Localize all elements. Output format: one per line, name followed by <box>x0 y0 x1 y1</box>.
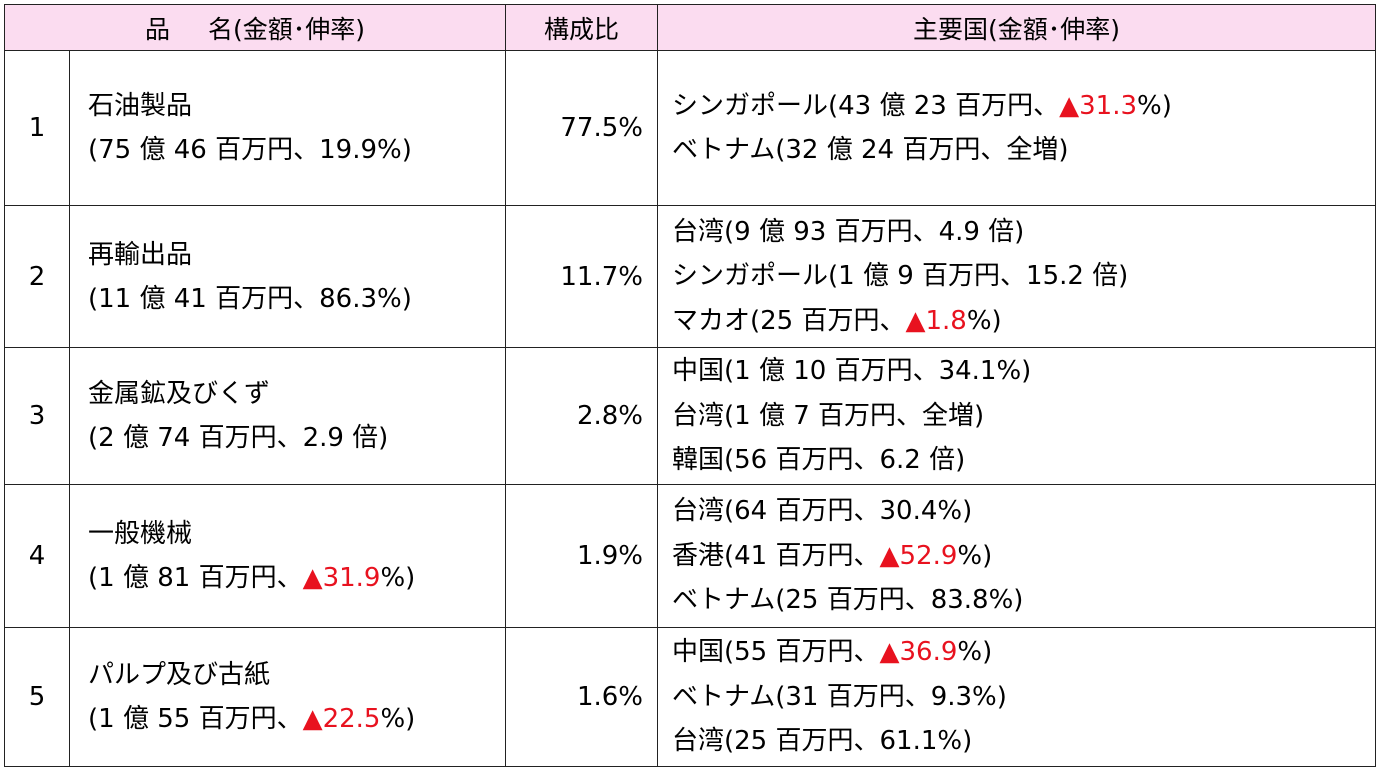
country-entry: 台湾(1 億 7 百万円、全増) <box>672 394 1375 439</box>
country-text: 香港(41 百万円、 <box>672 540 880 571</box>
row-number: 2 <box>4 205 70 348</box>
item-cell: 石油製品 (75 億 46 百万円、19.9%) <box>69 50 506 206</box>
item-detail: (11 億 41 百万円、86.3%) <box>88 277 505 321</box>
countries-cell: 台湾(64 百万円、30.4%) 香港(41 百万円、▲52.9%) ベトナム(… <box>657 484 1376 628</box>
country-suffix: %) <box>957 540 993 571</box>
country-entry: 台湾(25 百万円、61.1%) <box>672 719 1375 764</box>
item-detail-negative: ▲22.5 <box>302 704 381 734</box>
export-items-table: 品 名(金額･伸率) 構成比 主要国(金額･伸率) 1 石油製品 (75 億 46… <box>4 4 1376 767</box>
table-row: 5 パルプ及び古紙 (1 億 55 百万円、▲22.5%) 1.6% 中国(55… <box>4 627 1376 767</box>
item-detail-text: (11 億 41 百万円、86.3%) <box>88 283 412 314</box>
country-text: 台湾(9 億 93 百万円、4.9 倍) <box>672 216 1025 247</box>
country-text: 中国(1 億 10 百万円、34.1%) <box>672 356 1032 387</box>
country-entry: マカオ(25 百万円、▲1.8%) <box>672 299 1375 344</box>
item-detail: (75 億 46 百万円、19.9%) <box>88 128 505 172</box>
item-detail-suffix: %) <box>380 704 416 734</box>
country-text: シンガポール(1 億 9 百万円、15.2 倍) <box>672 261 1129 292</box>
table-row: 1 石油製品 (75 億 46 百万円、19.9%) 77.5% シンガポール(… <box>4 50 1376 206</box>
country-entry: ベトナム(32 億 24 百万円、全増) <box>672 128 1375 173</box>
country-text: マカオ(25 百万円、 <box>672 305 906 336</box>
country-negative: ▲52.9 <box>879 540 958 571</box>
country-entry: ベトナム(31 百万円、9.3%) <box>672 675 1375 720</box>
item-detail-text: (1 億 81 百万円、 <box>88 563 303 593</box>
item-detail: (1 億 55 百万円、▲22.5%) <box>88 697 505 741</box>
row-number: 1 <box>4 50 70 206</box>
item-detail: (2 億 74 百万円、2.9 倍) <box>88 416 505 460</box>
item-detail-text: (2 億 74 百万円、2.9 倍) <box>88 423 389 453</box>
row-number: 4 <box>4 484 70 628</box>
country-text: ベトナム(31 百万円、9.3%) <box>672 681 1007 712</box>
item-detail-suffix: %) <box>380 563 416 593</box>
header-item-name: 品 名(金額･伸率) <box>4 4 506 51</box>
country-negative: ▲1.8 <box>905 305 967 336</box>
country-entry: 台湾(9 億 93 百万円、4.9 倍) <box>672 210 1375 255</box>
country-entry: 韓国(56 百万円、6.2 倍) <box>672 438 1375 483</box>
ratio-cell: 2.8% <box>505 347 658 485</box>
item-name: 一般機械 <box>88 519 193 549</box>
country-entry: 香港(41 百万円、▲52.9%) <box>672 534 1375 579</box>
item-name: 金属鉱及びくず <box>88 379 271 409</box>
country-text: シンガポール(43 億 23 百万円、 <box>672 90 1060 121</box>
country-text: 韓国(56 百万円、6.2 倍) <box>672 445 966 476</box>
item-cell: パルプ及び古紙 (1 億 55 百万円、▲22.5%) <box>69 627 506 767</box>
item-detail: (1 億 81 百万円、▲31.9%) <box>88 556 505 600</box>
country-entry: 中国(1 億 10 百万円、34.1%) <box>672 349 1375 394</box>
country-entry: ベトナム(25 百万円、83.8%) <box>672 578 1375 623</box>
item-cell: 一般機械 (1 億 81 百万円、▲31.9%) <box>69 484 506 628</box>
country-text: 台湾(1 億 7 百万円、全増) <box>672 400 985 431</box>
table-row: 3 金属鉱及びくず (2 億 74 百万円、2.9 倍) 2.8% 中国(1 億… <box>4 347 1376 485</box>
countries-cell: 中国(1 億 10 百万円、34.1%) 台湾(1 億 7 百万円、全増) 韓国… <box>657 347 1376 485</box>
header-ratio: 構成比 <box>505 4 658 51</box>
ratio-cell: 1.6% <box>505 627 658 767</box>
country-text: ベトナム(32 億 24 百万円、全増) <box>672 135 1069 165</box>
table-row: 2 再輸出品 (11 億 41 百万円、86.3%) 11.7% 台湾(9 億 … <box>4 205 1376 348</box>
header-countries: 主要国(金額･伸率) <box>657 4 1376 51</box>
country-text: 台湾(64 百万円、30.4%) <box>672 496 973 527</box>
countries-cell: シンガポール(43 億 23 百万円、▲31.3%) ベトナム(32 億 24 … <box>657 50 1376 206</box>
country-suffix: %) <box>966 305 1002 336</box>
country-entry: 台湾(64 百万円、30.4%) <box>672 489 1375 534</box>
item-name: パルプ及び古紙 <box>88 660 271 690</box>
countries-cell: 台湾(9 億 93 百万円、4.9 倍) シンガポール(1 億 9 百万円、15… <box>657 205 1376 348</box>
country-text: 中国(55 百万円、 <box>672 637 880 668</box>
country-entry: シンガポール(1 億 9 百万円、15.2 倍) <box>672 254 1375 299</box>
header-item-name-rest: 名(金額･伸率) <box>208 14 366 44</box>
header-item-name-char: 品 <box>144 14 170 44</box>
country-text: 台湾(25 百万円、61.1%) <box>672 726 973 757</box>
item-detail-negative: ▲31.9 <box>302 563 381 593</box>
item-name: 石油製品 <box>88 91 193 121</box>
table-row: 4 一般機械 (1 億 81 百万円、▲31.9%) 1.9% 台湾(64 百万… <box>4 484 1376 628</box>
ratio-cell: 1.9% <box>505 484 658 628</box>
country-entry: 中国(55 百万円、▲36.9%) <box>672 630 1375 675</box>
countries-cell: 中国(55 百万円、▲36.9%) ベトナム(31 百万円、9.3%) 台湾(2… <box>657 627 1376 767</box>
row-number: 3 <box>4 347 70 485</box>
row-number: 5 <box>4 627 70 767</box>
country-negative: ▲36.9 <box>879 637 958 668</box>
country-negative: ▲31.3 <box>1059 90 1137 121</box>
ratio-cell: 77.5% <box>505 50 658 206</box>
country-entry: シンガポール(43 億 23 百万円、▲31.3%) <box>672 84 1375 129</box>
item-name: 再輸出品 <box>88 239 193 270</box>
item-cell: 再輸出品 (11 億 41 百万円、86.3%) <box>69 205 506 348</box>
ratio-cell: 11.7% <box>505 205 658 348</box>
item-detail-text: (1 億 55 百万円、 <box>88 704 303 734</box>
item-cell: 金属鉱及びくず (2 億 74 百万円、2.9 倍) <box>69 347 506 485</box>
item-detail-text: (75 億 46 百万円、19.9%) <box>88 135 412 165</box>
table-header-row: 品 名(金額･伸率) 構成比 主要国(金額･伸率) <box>4 4 1376 51</box>
country-text: ベトナム(25 百万円、83.8%) <box>672 585 1024 616</box>
country-suffix: %) <box>1137 90 1172 121</box>
country-suffix: %) <box>957 637 993 668</box>
